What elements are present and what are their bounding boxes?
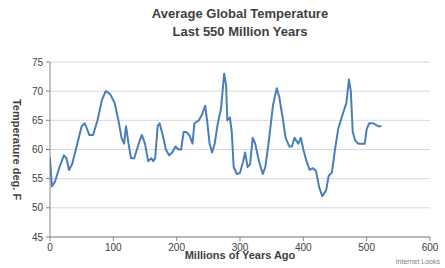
background <box>0 0 445 268</box>
tick-mark <box>46 149 50 150</box>
tick-mark <box>176 237 177 241</box>
grid-line <box>50 207 430 208</box>
tick-label: 400 <box>295 242 312 253</box>
tick-mark <box>46 178 50 179</box>
tick-mark <box>50 237 51 241</box>
y-axis <box>50 62 51 237</box>
y-axis-label: Temperature deg. F <box>11 99 23 201</box>
tick-mark <box>240 237 241 241</box>
tick-label: 55 <box>32 173 44 184</box>
tick-label: 600 <box>422 242 439 253</box>
tick-mark <box>46 91 50 92</box>
tick-mark <box>303 237 304 241</box>
tick-label: 45 <box>32 232 44 243</box>
grid-line <box>50 237 430 238</box>
tick-mark <box>430 237 431 241</box>
tick-label: 70 <box>32 86 44 97</box>
title: Average Global Temperature <box>152 6 328 21</box>
tick-label: 65 <box>32 115 44 126</box>
subtitle: Last 550 Million Years <box>173 24 308 39</box>
tick-label: 500 <box>358 242 375 253</box>
x-axis-label: Millions of Years Ago <box>185 249 296 261</box>
tick-mark <box>113 237 114 241</box>
tick-mark <box>46 207 50 208</box>
temperature-line <box>50 74 381 197</box>
grid-line <box>50 120 430 121</box>
grid-line <box>50 149 430 150</box>
tick-mark <box>46 62 50 63</box>
annotation: Internet Looks <box>396 258 441 265</box>
plot-area <box>50 74 381 197</box>
tick-label: 60 <box>32 144 44 155</box>
tick-label: 0 <box>47 242 53 253</box>
grid-line <box>50 62 430 63</box>
x-axis <box>50 237 430 238</box>
tick-mark <box>366 237 367 241</box>
tick-label: 75 <box>32 57 44 68</box>
tick-label: 100 <box>105 242 122 253</box>
tick-label: 50 <box>32 202 44 213</box>
chart: Average Global Temperature Last 550 Milli… <box>0 0 445 268</box>
tick-label: 200 <box>168 242 185 253</box>
tick-mark <box>46 120 50 121</box>
tick-mark <box>46 237 50 238</box>
grid-line <box>50 178 430 179</box>
